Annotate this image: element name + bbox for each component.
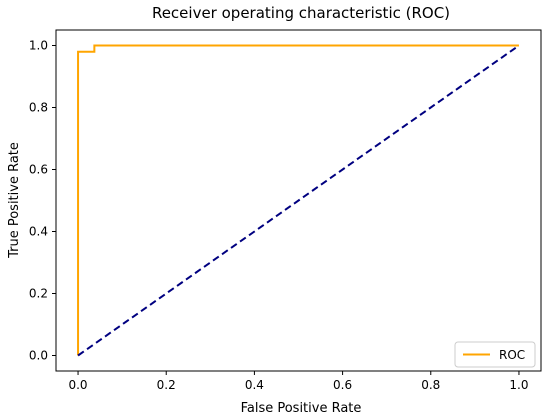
x-tick-label: 0.4: [245, 378, 264, 392]
y-tick-label: 1.0: [29, 39, 48, 53]
x-tick-label: 0.8: [421, 378, 440, 392]
x-tick-label: 0.0: [68, 378, 87, 392]
x-tick-label: 0.2: [157, 378, 176, 392]
x-tick-label: 1.0: [509, 378, 528, 392]
y-tick-label: 0.4: [29, 225, 48, 239]
legend-box: [454, 341, 536, 368]
series-layer: [77, 44, 520, 357]
chance-diagonal-line: [77, 44, 520, 357]
y-axis-ticks: 0.0 0.2 0.4 0.6 0.8 1.0: [29, 39, 56, 363]
plot-frame: [55, 29, 542, 372]
legend: ROC: [454, 341, 536, 368]
y-axis-label: True Positive Rate: [7, 142, 22, 259]
y-tick-label: 0.2: [29, 287, 48, 301]
x-axis-ticks: 0.0 0.2 0.4 0.6 0.8 1.0: [68, 371, 529, 392]
y-tick-label: 0.8: [29, 101, 48, 115]
roc-curve-line: [77, 44, 519, 356]
y-tick-label: 0.6: [29, 163, 48, 177]
chart-title: Receiver operating characteristic (ROC): [152, 4, 450, 22]
x-axis-label: False Positive Rate: [241, 401, 362, 416]
x-tick-label: 0.6: [333, 378, 352, 392]
y-tick-label: 0.0: [29, 349, 48, 363]
legend-roc-label: ROC: [499, 348, 525, 362]
